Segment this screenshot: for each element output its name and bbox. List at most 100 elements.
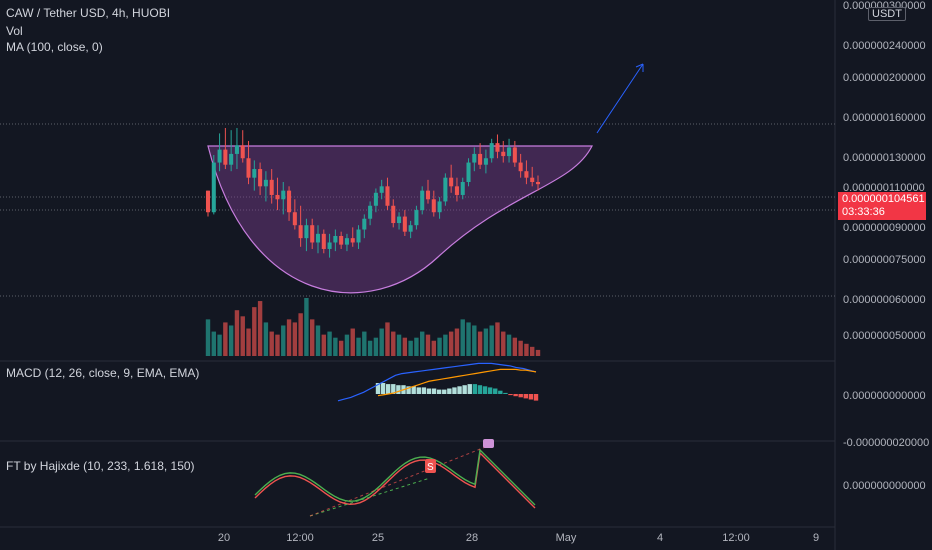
ft-resistance-line bbox=[309, 445, 489, 517]
candle-body bbox=[402, 216, 407, 232]
macd-histogram-bar bbox=[421, 387, 427, 394]
price-tick-label: 0.000000090000 bbox=[843, 222, 926, 234]
volume-bar bbox=[501, 331, 506, 356]
volume-bar bbox=[530, 346, 535, 356]
candle-body bbox=[501, 151, 506, 157]
time-axis: 20 12:00 25 28 May 4 12:00 9 bbox=[218, 532, 819, 544]
candle-body bbox=[454, 186, 459, 195]
candle-body bbox=[460, 182, 465, 195]
projection-arrow bbox=[596, 63, 644, 134]
volume-bar bbox=[425, 334, 431, 356]
macd-histogram-bar bbox=[457, 386, 462, 394]
candles bbox=[205, 128, 541, 258]
volume-bar bbox=[448, 331, 454, 356]
candle-body bbox=[298, 225, 303, 239]
macd-histogram-bar bbox=[416, 387, 421, 394]
ft-pane: S bbox=[254, 439, 536, 517]
projection-arrow-head bbox=[635, 63, 644, 72]
volume-indicator-label[interactable]: Vol bbox=[6, 24, 23, 38]
price-tick-label: 0.000000110000 bbox=[843, 182, 925, 194]
macd-histogram-bar bbox=[482, 386, 488, 394]
bar-countdown: 03:33:36 bbox=[842, 206, 885, 218]
volume-bar bbox=[223, 322, 228, 356]
ft-support-line bbox=[309, 477, 431, 517]
macd-histogram-bar bbox=[380, 383, 386, 394]
macd-indicator-label[interactable]: MACD (12, 26, close, 9, EMA, EMA) bbox=[6, 366, 200, 380]
candle-body bbox=[489, 143, 494, 159]
time-tick-label: 25 bbox=[372, 532, 384, 544]
volume-bar bbox=[396, 334, 402, 356]
macd-histogram-bar bbox=[442, 389, 447, 394]
candle-body bbox=[362, 218, 367, 230]
volume-bar bbox=[252, 307, 257, 356]
volume-bar bbox=[489, 325, 494, 356]
volume-bar bbox=[356, 337, 361, 356]
volume-bar bbox=[338, 340, 344, 356]
ft-upper-line bbox=[254, 448, 536, 506]
candle-body bbox=[535, 182, 541, 185]
volume-bar bbox=[269, 331, 274, 356]
volume-bar bbox=[385, 322, 390, 356]
candle-body bbox=[397, 216, 402, 224]
volume-bar bbox=[437, 337, 442, 356]
symbol-title[interactable]: CAW / Tether USD, 4h, HUOBI bbox=[6, 6, 171, 20]
volume-bar bbox=[286, 319, 292, 356]
candle-body bbox=[472, 153, 477, 163]
volume-bar bbox=[246, 328, 251, 356]
volume-bar bbox=[257, 301, 263, 356]
volume-bar bbox=[518, 340, 523, 356]
volume-bar bbox=[228, 325, 234, 356]
macd-histogram-bar bbox=[467, 384, 472, 394]
macd-histogram-bar bbox=[477, 385, 483, 394]
candle-body bbox=[229, 153, 234, 165]
candle-body bbox=[205, 190, 211, 213]
candle-body bbox=[518, 162, 523, 172]
time-tick-label: 28 bbox=[466, 532, 478, 544]
candle-body bbox=[240, 145, 245, 159]
volume-bar bbox=[431, 340, 436, 356]
volume-bar bbox=[298, 313, 303, 356]
candle-body bbox=[356, 229, 361, 243]
time-tick-label: May bbox=[556, 532, 577, 544]
candle-body bbox=[385, 186, 390, 206]
macd-histogram-bar bbox=[375, 383, 381, 394]
candle-body bbox=[333, 236, 338, 243]
macd-histogram-bar bbox=[406, 386, 411, 394]
price-tick-label: 0.000000075000 bbox=[843, 254, 926, 266]
candle-body bbox=[437, 201, 442, 213]
candle-body bbox=[281, 190, 286, 200]
volume-bar bbox=[333, 337, 338, 356]
volume-bar bbox=[477, 331, 483, 356]
volume-bar bbox=[402, 337, 408, 356]
currency-badge[interactable]: USDT bbox=[868, 7, 906, 21]
candle-body bbox=[258, 169, 263, 187]
volume-bar bbox=[535, 349, 541, 356]
volume-bar bbox=[506, 334, 512, 356]
ft-lower-line bbox=[254, 451, 536, 509]
macd-histogram-bar bbox=[396, 385, 401, 394]
candle-body bbox=[217, 149, 222, 163]
candle-body bbox=[478, 153, 483, 165]
volume-bar bbox=[512, 337, 518, 356]
volume-bar bbox=[472, 325, 477, 356]
macd-histogram-bar bbox=[436, 389, 442, 394]
volume-bar bbox=[263, 322, 269, 356]
price-tick-label: 0.000000050000 bbox=[843, 330, 926, 342]
price-tick-label: 0.000000240000 bbox=[843, 40, 926, 52]
ma-indicator-label[interactable]: MA (100, close, 0) bbox=[6, 40, 103, 54]
macd-histogram-bar bbox=[533, 394, 539, 401]
volume-bar bbox=[414, 337, 419, 356]
macd-histogram-bar bbox=[493, 388, 498, 394]
sell-signal-marker bbox=[425, 459, 436, 473]
macd-histogram-bar bbox=[452, 387, 457, 394]
candle-body bbox=[524, 171, 529, 178]
candle-body bbox=[420, 190, 425, 211]
volume-bar bbox=[367, 340, 373, 356]
ft-indicator-label[interactable]: FT by Hajixde (10, 233, 1.618, 150) bbox=[6, 459, 195, 473]
candle-body bbox=[321, 233, 326, 249]
macd-histogram-bar bbox=[498, 390, 503, 394]
candle-body bbox=[252, 169, 257, 178]
current-price-tag: 0.000000104561 03:33:36 bbox=[838, 192, 926, 220]
candle-body bbox=[495, 143, 500, 152]
